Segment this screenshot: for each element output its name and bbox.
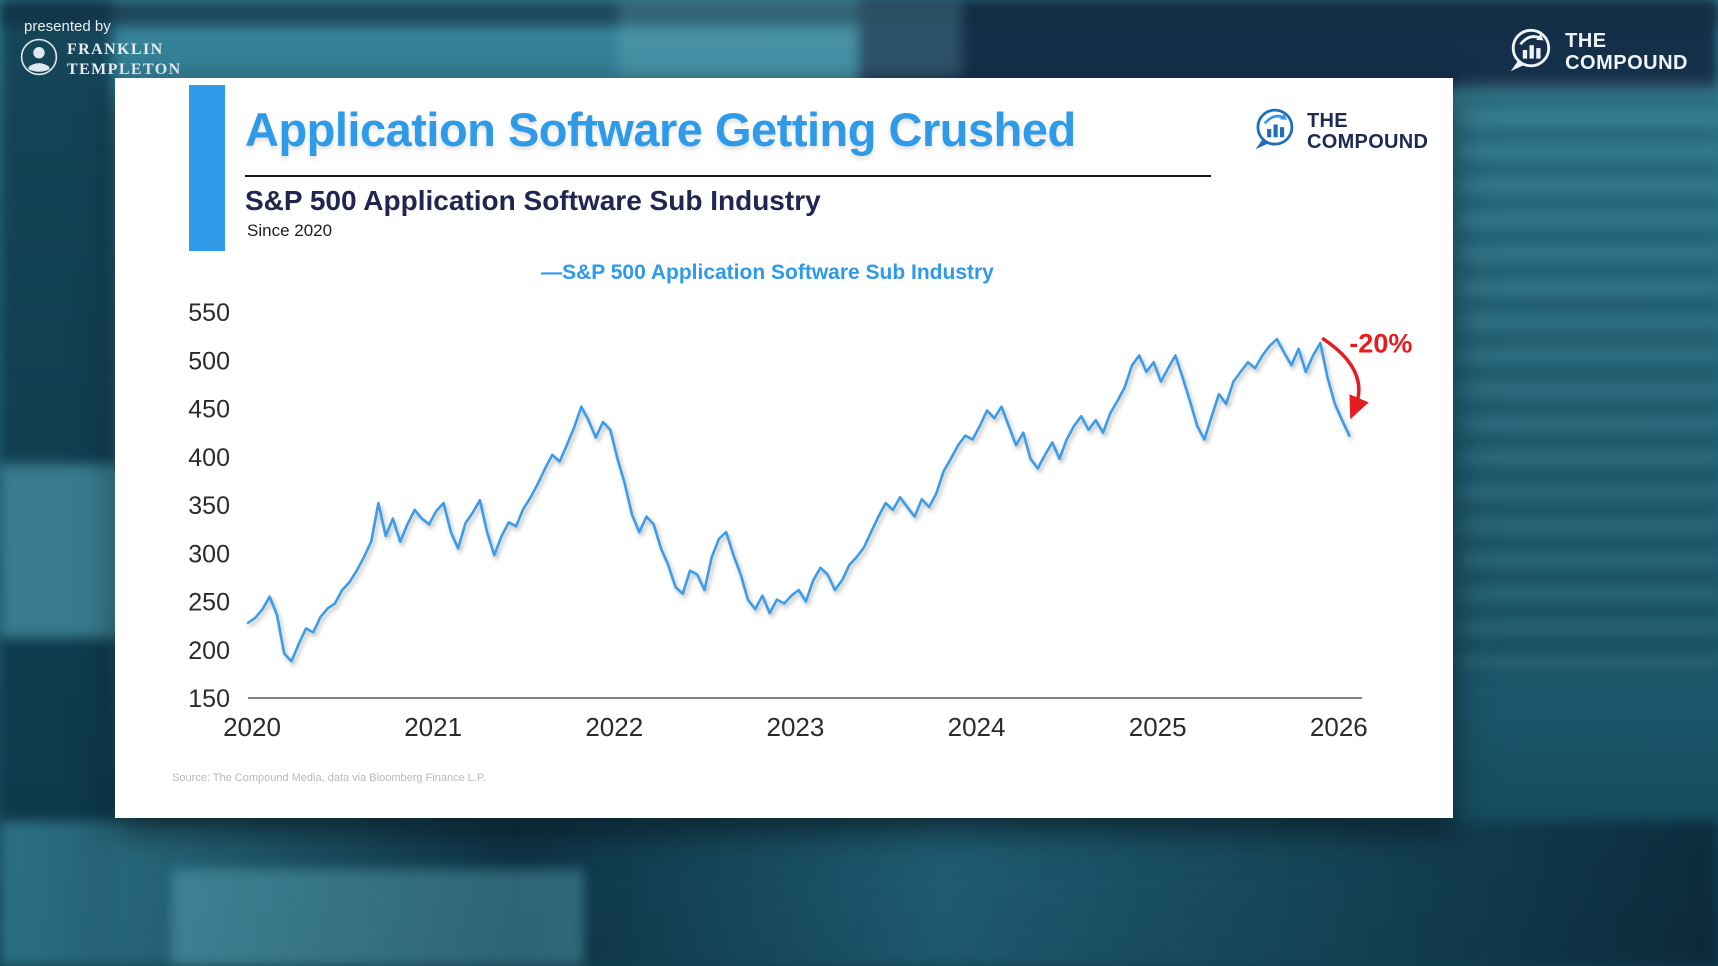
y-tick-label: 150 (188, 685, 230, 713)
x-tick-label: 2025 (1129, 712, 1187, 742)
chart-area: 150 200 250 300 350 400 450 500 550 2020 2021 2022 2… (160, 278, 1430, 748)
compound-logo-top: THE COMPOUND (1506, 26, 1688, 79)
bg-streak (0, 0, 1718, 26)
chart-title: Application Software Getting Crushed (245, 103, 1076, 156)
x-tick-label: 2026 (1310, 712, 1368, 742)
bg-streak (1460, 77, 1718, 677)
x-tick-label: 2024 (948, 712, 1006, 742)
templeton-word: TEMPLETON (67, 60, 182, 78)
line-chart: 150 200 250 300 350 400 450 500 550 2020 2021 2022 2… (188, 299, 1412, 742)
bg-streak (0, 821, 1718, 966)
chart-legend: —S&P 500 Application Software Sub Indust… (541, 261, 994, 284)
accent-bar (189, 85, 225, 251)
compound-logo-card: THE COMPOUND (1251, 106, 1428, 157)
bg-streak (0, 463, 129, 638)
y-tick-label: 550 (188, 299, 230, 327)
y-tick-label: 250 (188, 589, 230, 617)
x-tick-label: 2021 (404, 712, 462, 742)
bg-streak (618, 0, 963, 78)
compound-icon (1506, 26, 1554, 79)
y-tick-label: 450 (188, 396, 230, 424)
compound-wordmark-card: THE COMPOUND (1307, 109, 1429, 153)
y-tick-label: 500 (188, 347, 230, 375)
franklin-templeton-icon (20, 38, 58, 81)
franklin-templeton-logo: FRANKLIN TEMPLETON (20, 38, 182, 81)
presented-by-label: presented by (24, 18, 111, 35)
y-tick-label: 400 (188, 444, 230, 472)
chart-subtitle: S&P 500 Application Software Sub Industr… (245, 185, 821, 216)
compound-compound: COMPOUND (1565, 51, 1688, 74)
compound-compound: COMPOUND (1307, 130, 1429, 153)
x-tick-label: 2020 (223, 712, 281, 742)
x-tick-label: 2022 (585, 712, 643, 742)
y-tick-label: 350 (188, 492, 230, 520)
decline-annotation: -20% (1349, 329, 1412, 359)
chart-card: Application Software Getting Crushed THE… (115, 78, 1453, 818)
compound-wordmark-top: THE COMPOUND (1565, 29, 1688, 74)
y-tick-label: 300 (188, 540, 230, 568)
source-note: Source: The Compound Media, data via Blo… (172, 772, 486, 784)
price-line (246, 337, 1351, 663)
compound-icon (1251, 106, 1297, 157)
compound-the: THE (1307, 109, 1348, 132)
chart-since-label: Since 2020 (247, 221, 333, 240)
title-divider (245, 175, 1211, 177)
compound-the: THE (1565, 29, 1607, 52)
decline-arrow-icon (1321, 336, 1369, 420)
franklin-templeton-wordmark: FRANKLIN TEMPLETON (67, 40, 182, 78)
y-tick-label: 200 (188, 637, 230, 665)
x-tick-label: 2023 (766, 712, 824, 742)
bg-streak (171, 869, 585, 966)
franklin-word: FRANKLIN (67, 41, 164, 59)
